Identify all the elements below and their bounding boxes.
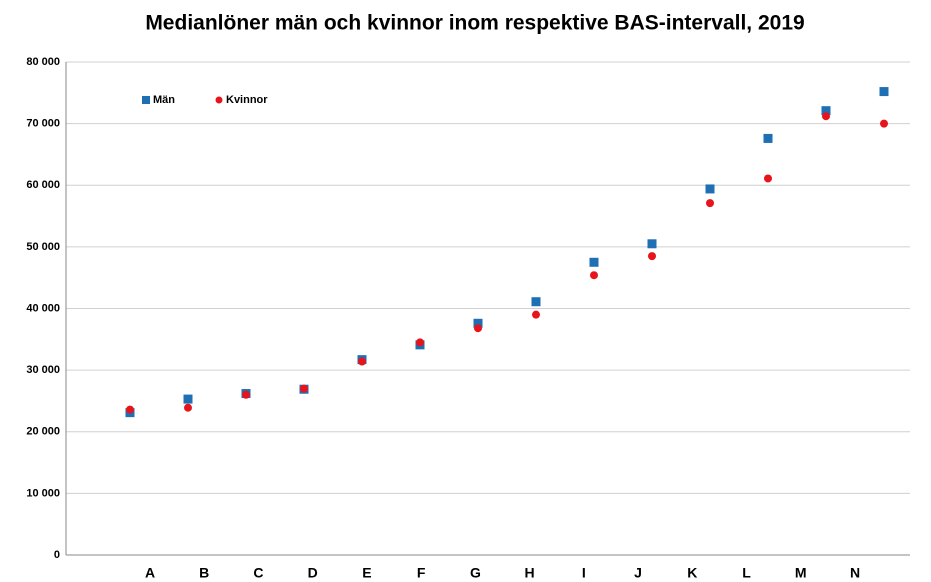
point xyxy=(590,271,598,280)
point xyxy=(416,338,424,347)
point xyxy=(879,87,889,97)
y-tick-label: 60 000 xyxy=(26,179,60,191)
x-tick-label: I xyxy=(582,565,586,581)
y-tick-label: 0 xyxy=(54,549,60,561)
y-tick-label: 10 000 xyxy=(26,487,60,499)
point xyxy=(705,184,715,194)
point xyxy=(184,403,192,412)
legend-marker xyxy=(215,96,223,104)
x-tick-label: J xyxy=(634,565,642,581)
x-tick-label: G xyxy=(470,565,481,581)
point xyxy=(473,318,483,328)
x-tick-label: D xyxy=(308,565,318,581)
chart-title: Medianlöner män och kvinnor inom respekt… xyxy=(145,12,804,35)
x-tick-label: M xyxy=(795,565,807,581)
point xyxy=(648,252,656,261)
x-tick-label: H xyxy=(525,565,535,581)
point xyxy=(647,239,657,249)
x-tick-label: F xyxy=(417,565,426,581)
point xyxy=(531,297,541,307)
x-tick-label: E xyxy=(362,565,371,581)
point xyxy=(822,112,830,121)
point xyxy=(183,394,193,404)
point xyxy=(358,357,366,366)
x-tick-label: K xyxy=(687,565,697,581)
y-tick-label: 20 000 xyxy=(26,426,60,438)
point xyxy=(126,405,134,414)
x-tick-label: A xyxy=(145,565,155,581)
y-tick-label: 30 000 xyxy=(26,364,60,376)
point xyxy=(300,384,308,393)
point xyxy=(242,390,250,399)
y-tick-label: 40 000 xyxy=(26,302,60,314)
point xyxy=(821,106,831,116)
legend-marker xyxy=(142,96,150,104)
point xyxy=(474,324,482,333)
x-tick-label: N xyxy=(850,565,860,581)
point xyxy=(763,133,773,143)
x-tick-label: B xyxy=(199,565,209,581)
point xyxy=(880,119,888,128)
x-tick-label: C xyxy=(253,565,263,581)
legend-label: Kvinnor xyxy=(226,94,268,106)
legend-label: Män xyxy=(153,94,175,106)
y-tick-label: 50 000 xyxy=(26,241,60,253)
point xyxy=(532,310,540,319)
y-tick-label: 80 000 xyxy=(26,56,60,68)
y-tick-label: 70 000 xyxy=(26,118,60,130)
point xyxy=(764,174,772,183)
point xyxy=(706,199,714,208)
point xyxy=(589,257,599,267)
x-tick-label: L xyxy=(742,565,751,581)
